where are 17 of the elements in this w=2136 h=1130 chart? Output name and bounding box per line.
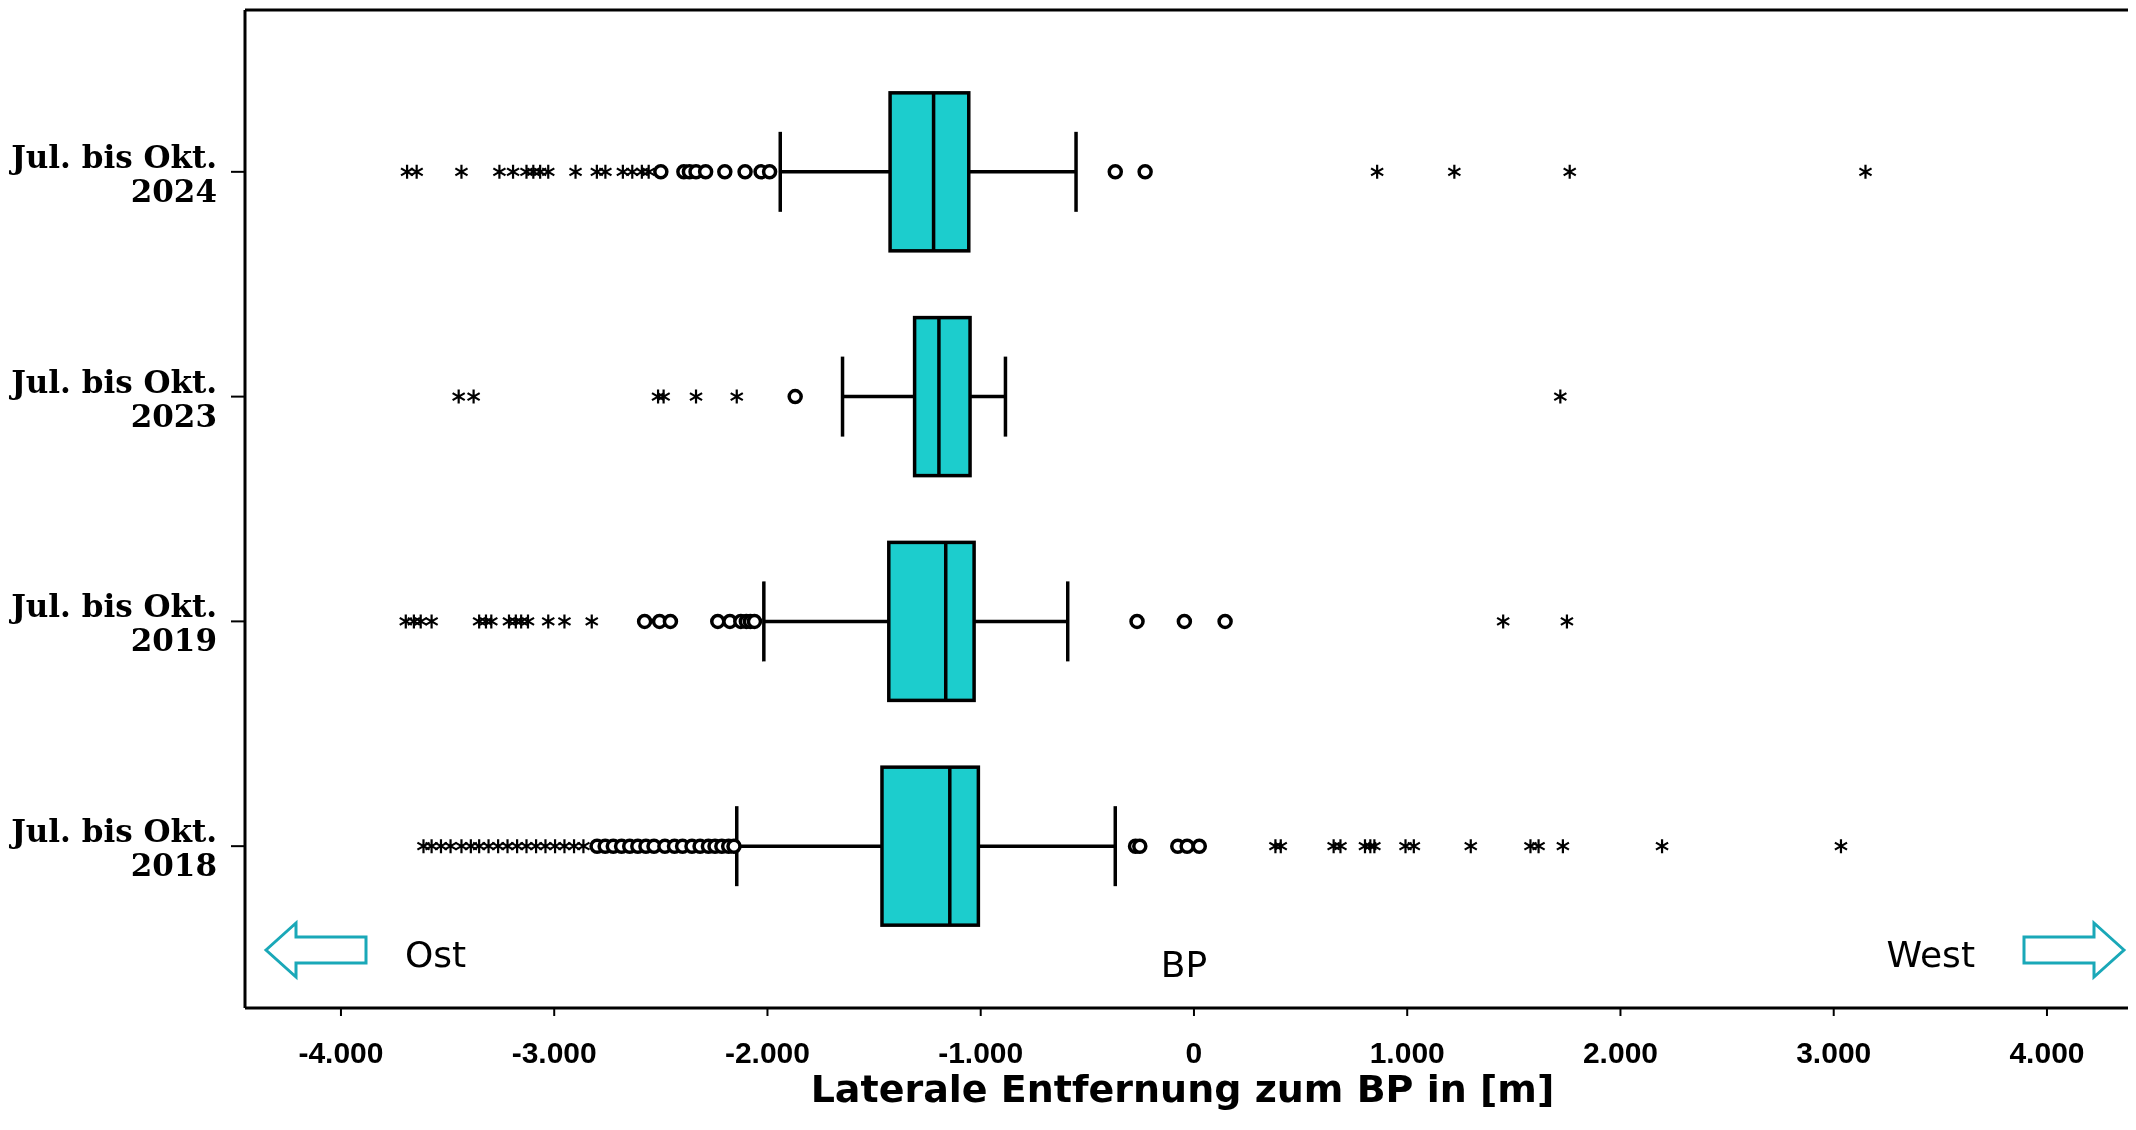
annotation: Ost — [405, 934, 467, 975]
y-tick-label: Jul. bis Okt. 2023 — [8, 363, 217, 434]
x-tick-label: 4.000 — [2009, 1036, 2085, 1069]
annotation: BP — [1160, 944, 1208, 985]
annotation: West — [1886, 934, 1975, 975]
x-tick-label: -2.000 — [724, 1036, 810, 1069]
x-tick-label: 0 — [1185, 1036, 1203, 1069]
x-tick-label: -1.000 — [938, 1036, 1024, 1069]
x-axis-title: Laterale Entfernung zum BP in [m] — [810, 1067, 1555, 1111]
y-tick-label: Jul. bis Okt. 2018 — [8, 813, 217, 884]
x-tick-label: -4.000 — [298, 1036, 384, 1069]
x-tick-label: 2.000 — [1582, 1036, 1658, 1069]
x-tick-label: 1.000 — [1369, 1036, 1445, 1069]
x-tick-label: 3.000 — [1796, 1036, 1872, 1069]
y-tick-label: Jul. bis Okt. 2019 — [8, 588, 217, 659]
y-tick-label: Jul. bis Okt. 2024 — [8, 138, 217, 209]
x-tick-label: -3.000 — [511, 1036, 597, 1069]
